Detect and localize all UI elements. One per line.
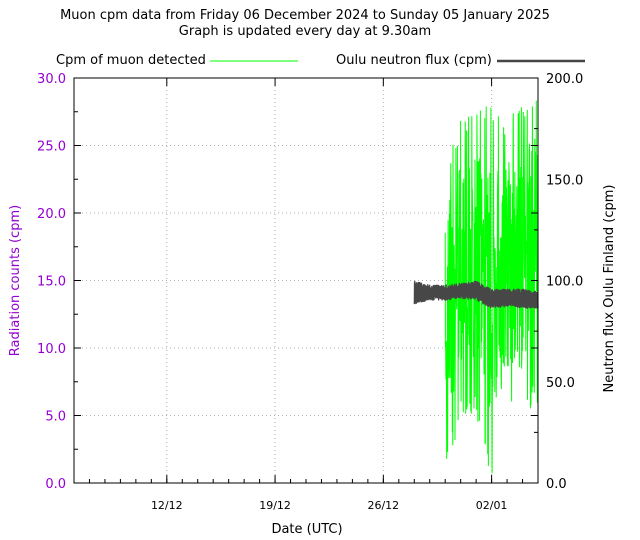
x-tick-label: 12/12 <box>151 499 183 512</box>
neutron-series-line <box>413 280 539 309</box>
y2-tick-label: 150.0 <box>546 173 583 188</box>
y-tick-label: 0.0 <box>45 477 66 492</box>
y-tick-label: 5.0 <box>45 410 66 425</box>
y-tick-label: 30.0 <box>37 72 66 87</box>
y-tick-label: 15.0 <box>37 275 66 290</box>
muon-series-line <box>444 100 539 474</box>
chart-title: Muon cpm data from Friday 06 December 20… <box>60 8 550 23</box>
y2-tick-label: 200.0 <box>546 72 583 87</box>
y2-axis-label: Neutron flux Oulu Finland (cpm) <box>602 185 617 393</box>
y-tick-label: 20.0 <box>37 207 66 222</box>
y2-tick-label: 100.0 <box>546 275 583 290</box>
legend-label-neutron: Oulu neutron flux (cpm) <box>336 53 492 68</box>
x-tick-label: 02/01 <box>476 499 508 512</box>
y-tick-label: 10.0 <box>37 342 66 357</box>
x-tick-label: 26/12 <box>367 499 399 512</box>
x-tick-label: 19/12 <box>259 499 291 512</box>
y2-tick-label: 50.0 <box>546 376 575 391</box>
x-axis-label: Date (UTC) <box>271 522 342 537</box>
chart-subtitle: Graph is updated every day at 9.30am <box>178 24 432 39</box>
y-tick-label: 25.0 <box>37 140 66 155</box>
y2-tick-label: 0.0 <box>546 477 567 492</box>
legend-label-muon: Cpm of muon detected <box>56 53 206 68</box>
y-axis-label: Radiation counts (cpm) <box>8 205 23 356</box>
